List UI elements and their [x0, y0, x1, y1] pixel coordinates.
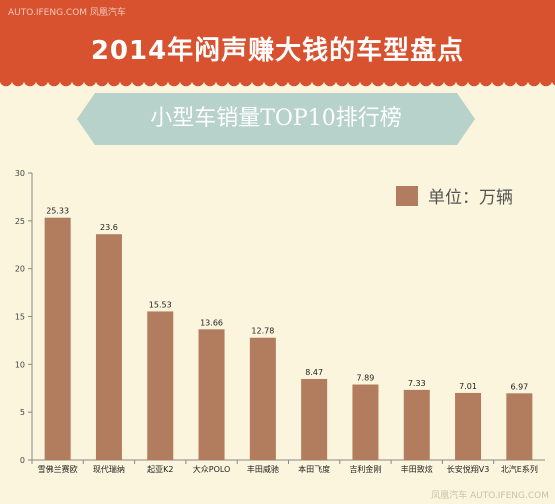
data-label: 7.89	[357, 374, 375, 383]
bar	[352, 384, 379, 460]
bar	[95, 234, 122, 460]
data-label: 15.53	[149, 300, 172, 309]
bottom-watermark: 凤凰汽车 AUTO.IFENG.COM	[431, 491, 549, 501]
x-tick-label: 起亚K2	[147, 465, 173, 474]
legend-swatch	[396, 186, 418, 206]
bar	[455, 392, 482, 460]
chart-subtitle: 小型车销量TOP10排行榜	[150, 106, 402, 131]
x-tick-label: 现代瑞纳	[93, 464, 125, 474]
bar	[403, 389, 430, 460]
y-tick-label: 10	[15, 360, 25, 369]
y-tick-label: 15	[15, 313, 25, 322]
x-tick-label: 大众POLO	[193, 464, 231, 474]
x-tick-label: 雪佛兰赛欧	[38, 464, 78, 474]
data-label: 6.97	[510, 382, 528, 391]
page-title: 2014年闷声赚大钱的车型盘点	[90, 36, 465, 66]
bar	[249, 337, 276, 460]
x-tick-label: 吉利金刚	[349, 464, 381, 474]
data-label: 7.33	[408, 379, 426, 388]
data-label: 23.6	[100, 223, 118, 232]
x-tick-label: 丰田致炫	[401, 464, 433, 474]
bar	[198, 329, 225, 460]
bar	[506, 393, 533, 460]
bar	[301, 378, 328, 460]
x-tick-label: 长安悦翔V3	[447, 464, 490, 474]
bar	[147, 311, 174, 460]
legend-label: 单位：万辆	[428, 188, 513, 208]
data-label: 8.47	[305, 368, 323, 377]
header-band	[0, 0, 555, 88]
subtitle-banner	[77, 93, 475, 145]
bar	[44, 217, 71, 460]
x-tick-label: 北汽E系列	[501, 464, 538, 474]
x-tick-label: 本田飞度	[298, 464, 330, 474]
y-tick-label: 30	[15, 169, 25, 178]
top-watermark: AUTO.IFENG.COM 凤凰汽车	[8, 8, 126, 18]
y-tick-label: 5	[20, 408, 25, 417]
data-label: 13.66	[200, 318, 223, 327]
x-tick-label: 丰田威驰	[247, 464, 279, 474]
data-label: 7.01	[459, 382, 477, 391]
y-tick-label: 25	[15, 217, 25, 226]
data-label: 12.78	[251, 327, 274, 336]
data-label: 25.33	[46, 207, 69, 216]
y-tick-label: 0	[20, 456, 25, 465]
y-tick-label: 20	[15, 265, 25, 274]
